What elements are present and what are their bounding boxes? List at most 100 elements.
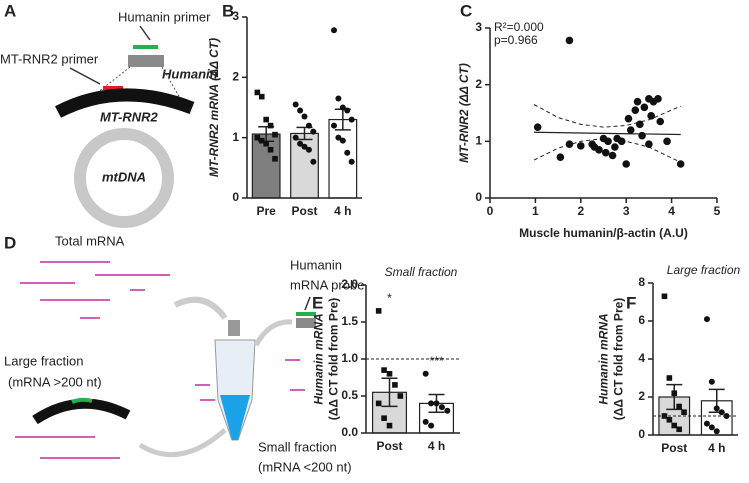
point (444, 407, 451, 414)
point (397, 393, 404, 399)
label: MT-RNR2 (100, 109, 159, 124)
tube-liquid (220, 395, 250, 440)
point (723, 413, 730, 419)
x-tick-label: Post (661, 441, 687, 455)
point (631, 106, 640, 114)
point (344, 149, 351, 156)
flow-arrow (173, 296, 228, 320)
y-tick-label: 2 (638, 389, 645, 403)
y-tick-label: 4 (638, 351, 645, 365)
panel-letter: F (626, 293, 636, 312)
arrow (304, 296, 311, 311)
arrow (69, 67, 101, 85)
point (565, 140, 574, 148)
confidence-band (533, 104, 681, 128)
label: Large fraction (4, 353, 84, 368)
point (595, 146, 603, 154)
point (654, 95, 662, 103)
y-tick-label: 3 (475, 20, 482, 34)
probe-bound (71, 397, 93, 404)
label: Humanin (162, 66, 218, 81)
point (663, 137, 671, 146)
y-axis-label: MT-RNR2 mRNA (ΔΔ CT) (207, 38, 221, 177)
flow-arrow (138, 428, 227, 458)
point (438, 404, 445, 411)
point (272, 155, 278, 162)
point (297, 140, 304, 147)
label: mtDNA (102, 169, 146, 184)
point (310, 158, 317, 165)
point (661, 293, 668, 300)
annotation: R²=0.000 (494, 20, 544, 34)
point (392, 382, 398, 388)
x-tick-label: 2 (577, 204, 584, 218)
x-axis-label: Muscle humanin/β-actin (A.U) (519, 226, 688, 240)
x-tick-label: 3 (623, 204, 630, 218)
point (301, 113, 308, 120)
point (645, 140, 653, 148)
point (386, 371, 393, 377)
subtitle: Large fraction (667, 263, 741, 277)
point (292, 101, 299, 108)
point (335, 134, 342, 141)
point (263, 116, 269, 123)
column (228, 320, 240, 336)
y-axis-label: MT-RNR2 (ΔΔ CT) (457, 63, 471, 163)
point (608, 151, 617, 160)
point (604, 137, 612, 146)
point (433, 400, 440, 407)
point (339, 137, 346, 144)
diagram-d: D Total mRNA Humanin mRNA probe Large fr… (4, 233, 364, 474)
panel-letter: D (4, 233, 16, 252)
point (626, 126, 635, 134)
point (331, 122, 338, 129)
point (703, 316, 710, 323)
point (708, 424, 715, 431)
fit-line (534, 131, 681, 136)
point (272, 131, 278, 138)
label: MT-RNR2 primer (0, 51, 99, 66)
point (339, 104, 346, 111)
diagram-a: A Humanin primer Humanin MT-RNR2 primer … (0, 1, 218, 228)
gene-box (128, 55, 164, 67)
point (703, 420, 710, 427)
y-tick-label: 0 (475, 190, 482, 204)
point (666, 417, 673, 423)
bar (290, 132, 319, 199)
x-tick-label: 4 h (708, 441, 725, 455)
flow-arrow (253, 319, 293, 347)
point (713, 428, 720, 435)
y-axis-label: (ΔΔ CT fold from Pre) (612, 298, 626, 421)
panel-letter: C (460, 1, 472, 20)
point (640, 103, 649, 112)
point (305, 122, 312, 129)
label: mRNA probe (290, 277, 364, 292)
y-tick-label: 1.5 (341, 314, 358, 328)
point (263, 140, 269, 147)
point (335, 95, 342, 102)
point (267, 146, 274, 153)
bar (328, 118, 358, 199)
point (601, 148, 610, 157)
x-tick-label: Post (376, 439, 402, 453)
large-rna (32, 398, 131, 425)
point (676, 426, 682, 433)
point (344, 107, 351, 114)
point (348, 116, 355, 123)
probe (296, 312, 316, 316)
point (556, 153, 565, 161)
point (254, 89, 261, 96)
point (381, 415, 387, 421)
point (297, 107, 304, 114)
y-tick-label: 1.0 (341, 351, 358, 365)
point (301, 143, 308, 150)
label: Humanin (290, 257, 342, 272)
point (310, 128, 317, 135)
significance: * (387, 291, 392, 305)
panel-letter: E (312, 293, 323, 312)
x-tick-label: Pre (256, 204, 276, 218)
arrow (139, 25, 151, 41)
annotation: p=0.966 (494, 33, 538, 47)
label: Total mRNA (55, 233, 125, 248)
point (381, 367, 387, 373)
